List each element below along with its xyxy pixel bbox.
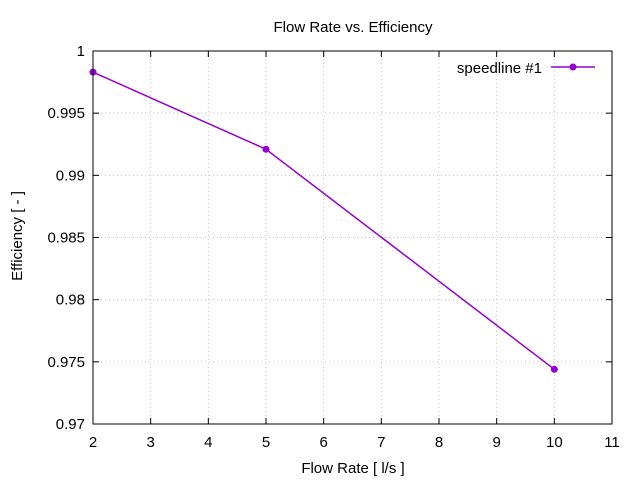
x-axis-label: Flow Rate [ l/s ] (301, 460, 404, 477)
y-tick-label: 1 (77, 43, 85, 60)
y-tick-label: 0.99 (56, 167, 85, 184)
y-axis-label: Efficiency [ - ] (9, 191, 26, 281)
legend-label-speedline-1: speedline #1 (457, 60, 542, 77)
y-tick-label: 0.97 (56, 416, 85, 433)
x-tick-label: 8 (435, 434, 443, 451)
y-tick-label: 0.995 (47, 105, 85, 122)
x-tick-label: 9 (492, 434, 500, 451)
legend: speedline #1 (457, 60, 595, 77)
y-tick-label: 0.985 (47, 230, 85, 247)
chart-title: Flow Rate vs. Efficiency (274, 19, 433, 36)
data-point (262, 145, 270, 153)
x-tick-label: 4 (204, 434, 212, 451)
y-tick-label: 0.975 (47, 354, 85, 371)
legend-marker-sample (569, 63, 577, 71)
x-tick-label: 2 (89, 434, 97, 451)
x-tick-label: 3 (146, 434, 154, 451)
data-point (550, 365, 558, 373)
grid (93, 51, 612, 424)
x-tick-label: 6 (319, 434, 327, 451)
x-tick-label: 11 (604, 434, 620, 451)
y-tick-label: 0.98 (56, 292, 85, 309)
x-tick-label: 7 (377, 434, 385, 451)
series-line-speedline-1 (92, 71, 555, 370)
axis-ticks: 2 3 4 5 6 7 8 9 10 11 0.97 0.975 0.98 0.985 0.99 0.995 1 (47, 43, 619, 451)
x-tick-label: 5 (262, 434, 270, 451)
x-tick-label: 10 (546, 434, 563, 451)
series-layer (89, 68, 558, 373)
